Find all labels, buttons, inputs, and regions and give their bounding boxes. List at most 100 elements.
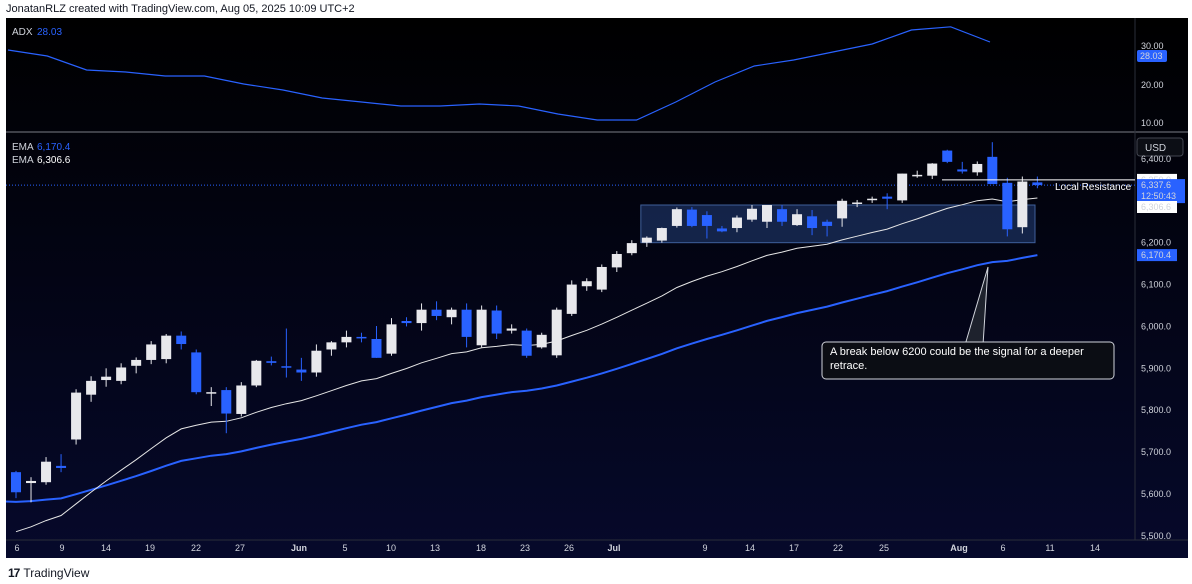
time-tick: 17 (789, 543, 799, 553)
ema-slow-label: EMA (12, 142, 34, 153)
candle-body (401, 320, 412, 324)
candle-body (581, 281, 592, 287)
adx-tick: 30.00 (1141, 41, 1164, 51)
time-tick: 11 (1045, 543, 1054, 553)
adx-panel: ADX 28.03 30.00 20.00 10.00 28.03 (7, 26, 1167, 128)
callout-text: A break below 6200 could be the signal f… (830, 346, 1084, 372)
time-tick: 19 (145, 543, 155, 553)
candle-body (206, 392, 217, 394)
candle-body (596, 266, 607, 290)
candle-body (326, 342, 337, 350)
time-tick: 26 (564, 543, 574, 553)
tradingview-brand-text: TradingView (23, 566, 90, 580)
ema-fast-label: EMA (12, 155, 34, 166)
last-price-badge-text: 6,337.6 (1141, 180, 1171, 190)
candle-body (897, 173, 908, 201)
callout: A break below 6200 could be the signal f… (821, 266, 1115, 380)
ema-fast-badge (1137, 201, 1177, 213)
time-tick: 6 (1000, 543, 1005, 553)
candle-body (551, 309, 562, 356)
ema-slow-badge (1137, 249, 1177, 262)
candle-body (116, 367, 127, 381)
ema-slow-value: 6,170.4 (37, 142, 71, 153)
time-tick: 23 (520, 543, 530, 553)
candle-body (521, 330, 532, 356)
candle-body (221, 390, 232, 414)
candle-body (777, 209, 788, 222)
adx-label: ADX (12, 27, 33, 38)
last-price-badge (1137, 179, 1185, 204)
trading-chart[interactable]: ADX 28.03 30.00 20.00 10.00 28.03 EMA 6,… (0, 0, 1192, 560)
time-tick: Jun (291, 543, 307, 553)
candle-body (506, 328, 517, 331)
time-tick: 9 (59, 543, 64, 553)
adx-tick: 10.00 (1141, 118, 1164, 128)
adx-tick: 20.00 (1141, 80, 1164, 90)
candle-body (731, 217, 742, 229)
tradingview-logo-icon: 17 (8, 566, 20, 580)
candle-body (176, 335, 187, 345)
chart-attribution: JonatanRLZ created with TradingView.com,… (6, 3, 355, 15)
candle-body (1017, 181, 1028, 228)
candle-body (356, 336, 367, 339)
time-tick: Aug (950, 543, 968, 553)
time-tick: 18 (476, 543, 486, 553)
candle-body (536, 334, 547, 348)
candle-body (281, 366, 292, 368)
time-tick: 5 (342, 543, 347, 553)
candle-body (311, 350, 322, 373)
adx-line (7, 26, 991, 121)
price-tick: 6,400.0 (1141, 154, 1171, 164)
time-tick: 14 (101, 543, 111, 553)
candle-body (86, 380, 97, 395)
ema-slow-line (5, 254, 1038, 503)
time-tick: 22 (833, 543, 843, 553)
time-tick: 10 (386, 543, 396, 553)
candle-body (837, 200, 848, 219)
price-tick: 5,900.0 (1141, 363, 1171, 373)
candle-body (701, 215, 712, 226)
candle-body (762, 205, 772, 222)
time-tick: 22 (191, 543, 201, 553)
price-tick: 6,200.0 (1141, 238, 1171, 248)
candle-body (386, 324, 397, 354)
countdown-badge-text: 12:50:43 (1141, 191, 1176, 201)
candle-body (686, 209, 697, 226)
callout-box (821, 341, 1115, 380)
time-tick: 27 (235, 543, 245, 553)
candle-body (296, 369, 307, 373)
candle-body (476, 309, 487, 346)
footer-brand: 17 TradingView (8, 566, 89, 580)
candle-body (972, 163, 983, 173)
candle-body (131, 359, 142, 366)
candle-body (56, 465, 67, 468)
ema-slow-badge-text: 6,170.4 (1141, 250, 1171, 260)
candle-body (1032, 182, 1043, 186)
candle-body (792, 214, 803, 226)
candle-body (927, 163, 938, 176)
time-scale[interactable]: 6 9 14 19 22 27 Jun 5 10 13 18 23 26 Jul 9 14 17 22 25 Aug 6… (14, 543, 1100, 553)
candle-body (656, 228, 667, 241)
candle-body (101, 376, 112, 381)
price-tick: 5,700.0 (1141, 447, 1171, 457)
adx-value: 28.03 (37, 27, 62, 38)
ema-legend: EMA 6,170.4 EMA 6,306.6 (12, 142, 71, 166)
candle-body (146, 344, 157, 360)
candle-body (611, 253, 622, 268)
price-tick: 5,500.0 (1141, 531, 1171, 541)
local-resistance-label: Local Resistance (1055, 182, 1132, 193)
candle-body (716, 228, 727, 232)
candle-body (852, 202, 863, 204)
currency-button[interactable]: USD (1136, 137, 1184, 157)
candle-body (957, 169, 968, 172)
candle-body (341, 336, 352, 343)
candle-body (987, 156, 998, 185)
time-tick: Jul (607, 543, 620, 553)
price-badges: 6,350.0 6,337.6 12:50:43 6,306.6 6,170.4 (1137, 173, 1185, 262)
candle-body (26, 480, 37, 484)
candle-body (251, 360, 262, 386)
candle-body (566, 284, 577, 314)
candle-body (236, 385, 247, 414)
price-tick: 5,800.0 (1141, 405, 1171, 415)
price-tick: 6,100.0 (1141, 280, 1171, 290)
